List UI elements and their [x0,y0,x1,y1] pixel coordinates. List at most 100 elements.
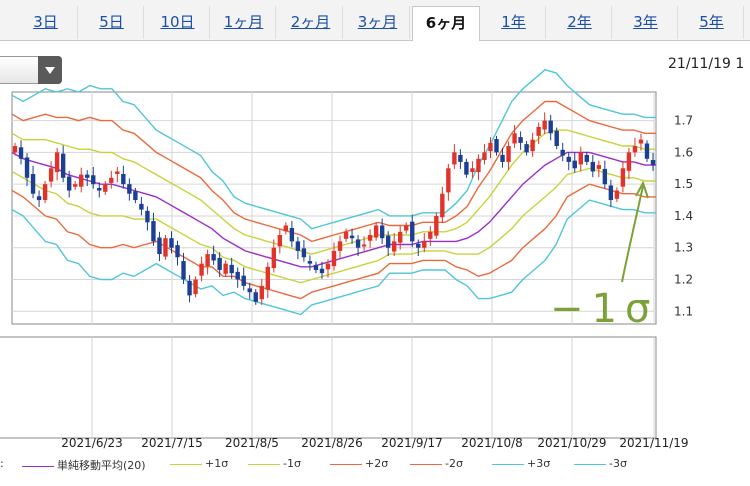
y-tick-label: 1.2 [674,273,693,287]
annotation-arrow-line [621,185,644,283]
candle-body [398,231,403,243]
tab-2-years[interactable]: 2年 [548,6,612,39]
candle-body [626,152,632,171]
candle-body [313,264,319,270]
candle-body [54,152,60,173]
candle-body [596,165,602,169]
candle-body [566,156,571,162]
candle-body [271,247,277,269]
last-updated-datetime: 21/11/19 1 [668,56,745,72]
candle-body [488,142,493,152]
candle-body [349,235,355,239]
candle-body [18,147,24,159]
price-chart: 1.7 1.6 1.5 1.4 1.3 1.2 1.1 2021/6/23 2021/7/15 2… [0,69,693,450]
candle-body [422,241,427,248]
candle-body [530,139,535,152]
candle-body [379,225,385,239]
candle-body [524,144,529,153]
candle-body [91,175,96,185]
candle-body [223,263,228,274]
candle-body [205,254,210,267]
plus-2-sigma-line [11,100,656,243]
candle-body [193,279,198,295]
candle-body [139,203,144,210]
minus-3-sigma-line [11,199,656,316]
legend-marker: : [0,457,4,470]
candle-body [72,184,78,187]
candle-body [512,133,517,144]
candle-body [385,235,391,248]
candle-body [572,160,577,169]
legend-label: +2σ [365,457,389,470]
x-tick-label: 2021/8/26 [301,436,363,450]
tab-6-months[interactable]: 6ヶ月 [412,6,480,41]
tab-5-years[interactable]: 5年 [680,6,744,39]
tab-3-months[interactable]: 3ヶ月 [346,6,410,39]
candle-body [145,210,150,223]
candle-body [97,187,102,191]
candle-body [361,244,367,247]
bollinger-bands [11,69,656,316]
candle-body [416,243,421,248]
candle-body [554,130,559,147]
candle-body [151,221,156,242]
tab-2-months[interactable]: 2ヶ月 [279,6,343,39]
legend-label: 単純移動平均(20) [57,459,146,472]
plus-3-sigma-line [11,69,656,230]
candle-body [620,168,626,187]
candle-body [289,228,295,242]
tab-1-month[interactable]: 1ヶ月 [212,6,276,39]
candle-body [187,280,192,296]
candle-body [632,146,638,153]
candle-body [103,184,108,192]
candle-body [458,154,463,162]
candle-body [85,174,90,178]
y-tick-label: 1.4 [674,209,693,223]
chevron-down-icon[interactable] [38,56,62,84]
candle-body [518,137,523,143]
legend-label: -3σ [609,457,627,470]
candle-body [157,237,162,255]
candle-body [440,193,445,218]
x-tick-label: 2021/10/8 [461,436,523,450]
legend-minus2sigma: -2σ [410,457,463,470]
candle-body [452,152,457,165]
candle-body [337,241,343,251]
y-tick-label: 1.7 [674,114,693,128]
candle-body [367,235,373,241]
indicator-select[interactable] [0,56,62,84]
tab-10-days[interactable]: 10日 [146,6,210,39]
tab-5-days[interactable]: 5日 [80,6,144,39]
candle-body [476,158,481,173]
candle-body [109,177,114,183]
candle-body [470,168,475,173]
candle-body [355,239,361,248]
candle-body [331,250,337,267]
candle-body [560,149,565,156]
candle-body [373,225,379,238]
candle-body [391,241,397,252]
candle-body [163,238,168,257]
tab-3-days[interactable]: 3日 [14,6,78,39]
tab-1-year[interactable]: 1年 [482,6,546,39]
chart-legend: : 単純移動平均(20) +1σ -1σ +2σ -2σ +3σ -3σ [0,452,750,482]
candle-body [590,161,596,172]
candle-body [578,152,583,165]
legend-sma: 単純移動平均(20) [22,457,146,473]
candle-body [614,190,620,199]
candle-body [127,184,132,194]
x-tick-label: 2021/8/5 [225,436,279,450]
candle-body [434,215,439,236]
tab-3-years[interactable]: 3年 [614,6,678,39]
candle-body [66,176,72,191]
legend-label: -2σ [445,457,463,470]
candle-body [482,152,487,161]
candle-body [30,173,36,194]
candle-body [247,288,252,293]
candle-body [169,238,174,248]
candle-body [404,225,409,231]
candle-body [506,146,511,162]
candle-body [584,154,589,162]
candle-body [325,263,331,270]
volume-panel [0,336,657,439]
